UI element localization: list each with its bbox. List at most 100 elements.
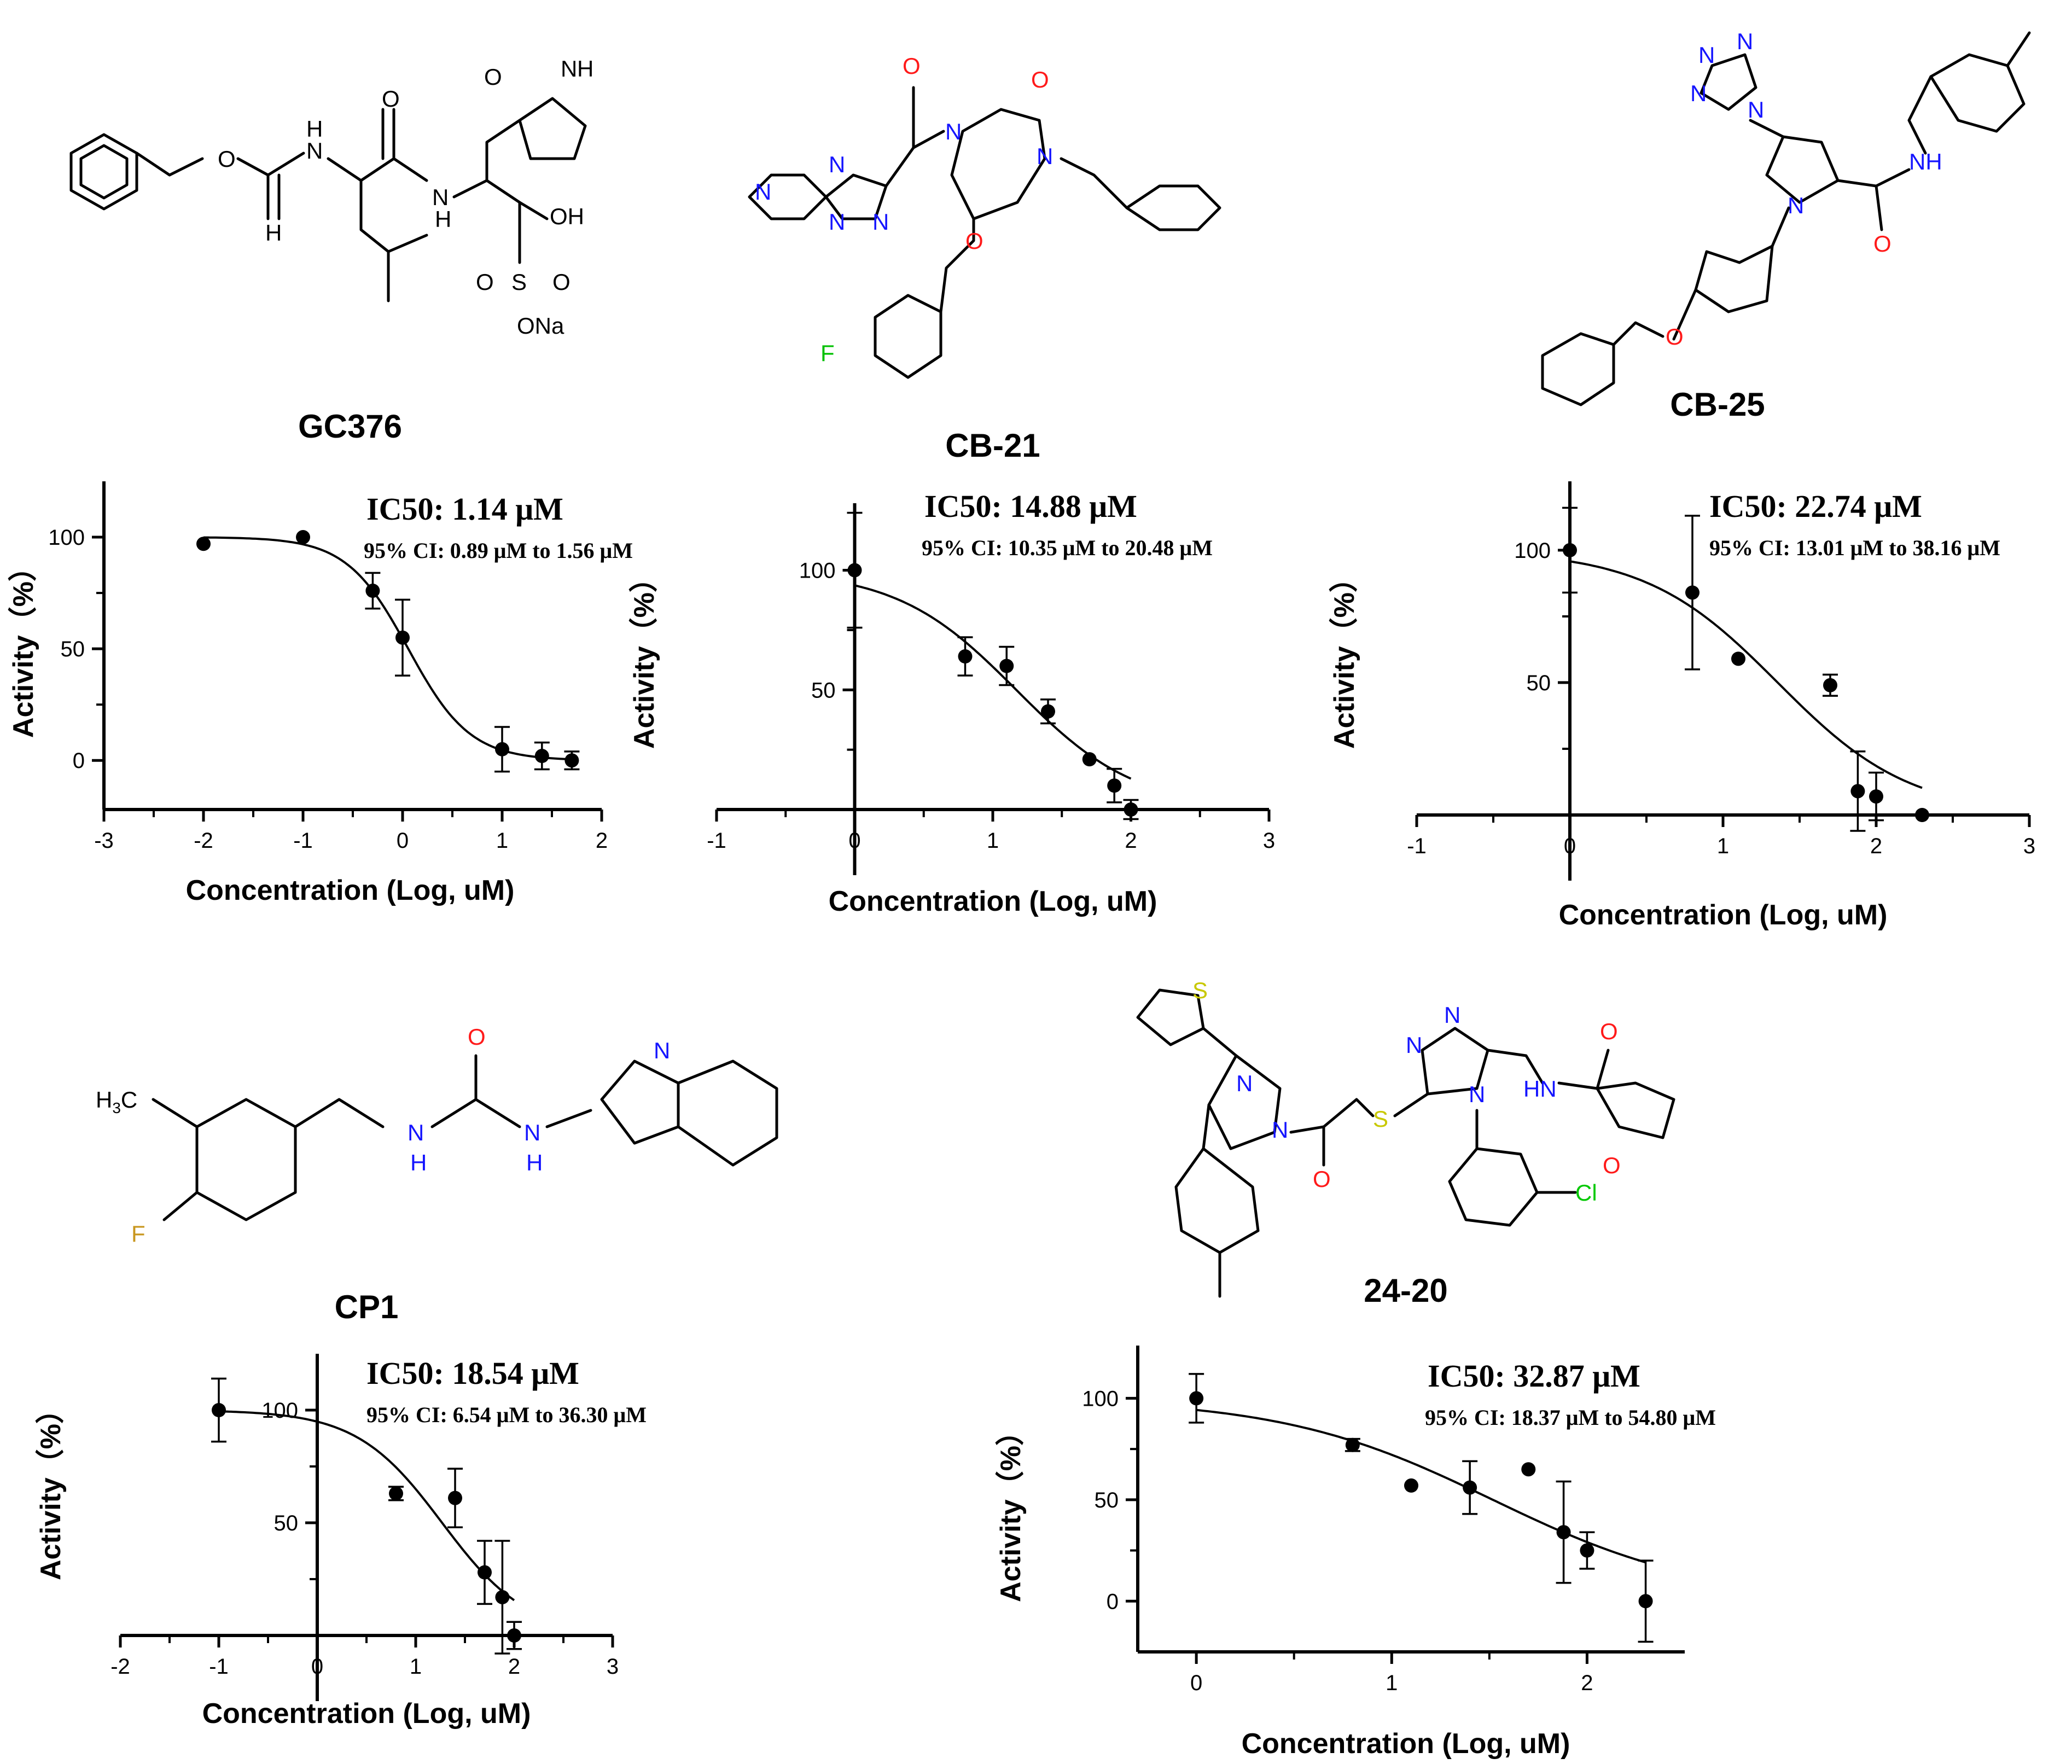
atom-n: N <box>524 1120 540 1145</box>
atom-n: N <box>654 1038 670 1063</box>
x-tick-label: 0 <box>1190 1671 1202 1695</box>
atom-n: N <box>1737 28 1753 54</box>
atom-n: N <box>1469 1081 1485 1107</box>
data-point <box>1189 1391 1204 1406</box>
chart-cb25: -1 0 1 2 3 50 100 Concentration (Log, uM) Activi… <box>1329 481 2035 931</box>
atom-n: N <box>872 209 889 235</box>
x-tick-label: 0 <box>311 1655 323 1679</box>
y-axis-label: Activity（%） <box>35 1395 67 1580</box>
data-point <box>1823 678 1837 692</box>
atom-n: N <box>1444 1002 1460 1028</box>
y-axis-label: Activity（%） <box>995 1417 1027 1602</box>
x-tick-label: 2 <box>1125 829 1137 853</box>
atom-oh: OH <box>550 203 584 229</box>
data-point <box>1556 1525 1571 1540</box>
atom-n: N <box>755 179 771 205</box>
atom-n: N <box>1690 80 1707 106</box>
x-axis-label: Concentration (Log, uM) <box>829 886 1157 917</box>
atom-o: H <box>265 220 282 246</box>
atom-s: S <box>511 269 527 295</box>
x-tick-label: -1 <box>293 829 313 853</box>
data-point <box>1107 778 1122 793</box>
fit-curve <box>1196 1408 1646 1564</box>
structure-cb21: N N N N O N O N O F <box>748 53 1221 379</box>
data-point <box>212 1403 226 1417</box>
atom-n: N <box>829 209 845 235</box>
x-tick-label: 2 <box>596 829 608 853</box>
data-point <box>1638 1594 1653 1609</box>
atom-s: S <box>1192 977 1208 1003</box>
x-tick-label: 3 <box>1263 829 1275 853</box>
atom-n: N <box>1037 143 1053 169</box>
ci-label: 95% CI: 18.37 μM to 54.80 μM <box>1425 1405 1716 1430</box>
atom-o: O <box>1031 67 1049 92</box>
x-axis-label: Concentration (Log, uM) <box>202 1698 531 1730</box>
ci-label: 95% CI: 6.54 μM to 36.30 μM <box>366 1402 647 1427</box>
atom-n: N <box>1748 97 1764 123</box>
atom-n: N <box>1698 42 1715 68</box>
x-tick-label: -1 <box>209 1655 229 1679</box>
x-axis-label: Concentration (Log, uM) <box>186 875 515 906</box>
y-tick-label: 100 <box>1082 1387 1119 1411</box>
y-tick-label: 100 <box>48 526 85 550</box>
atom-cl: Cl <box>1575 1180 1597 1206</box>
atom-h: H <box>410 1150 427 1175</box>
atom-o: O <box>468 1024 486 1050</box>
atom-o: O <box>476 269 494 295</box>
atom-o: O <box>1313 1166 1331 1192</box>
atom-o: O <box>965 228 983 254</box>
x-tick-label: 1 <box>410 1655 422 1679</box>
compound-label: 24-20 <box>1364 1272 1447 1309</box>
atom-n: N <box>561 56 577 81</box>
ic50-label: IC50: 18.54 μM <box>366 1355 579 1391</box>
atom-o: O <box>552 269 571 295</box>
x-tick-label: 1 <box>1717 834 1729 858</box>
x-tick-label: 3 <box>2023 834 2035 858</box>
data-point <box>495 1590 510 1604</box>
ic50-label: IC50: 22.74 μM <box>1709 488 1922 524</box>
fit-curve <box>218 1410 515 1602</box>
x-tick-label: 0 <box>848 829 860 853</box>
x-tick-label: -2 <box>110 1655 130 1679</box>
data-point <box>365 584 380 598</box>
data-point <box>999 659 1014 673</box>
y-tick-label: 50 <box>811 678 836 702</box>
atom-h: H <box>306 116 323 142</box>
chart-cb21: -1 0 1 2 3 50 100 Concentration (Log, uM) Activi… <box>628 488 1275 917</box>
x-tick-label: 2 <box>508 1655 520 1679</box>
y-tick-label: 50 <box>274 1511 299 1535</box>
benzene-ring <box>69 133 138 211</box>
fit-curve <box>1569 560 1923 789</box>
y-tick-label: 50 <box>1095 1488 1119 1512</box>
atom-o: O <box>1666 324 1684 350</box>
y-axis-label: Activity（%） <box>8 553 39 738</box>
x-tick-label: 3 <box>607 1655 619 1679</box>
atom-n: N <box>306 138 323 164</box>
ic50-label: IC50: 14.88 μM <box>924 488 1137 524</box>
x-tick-label: -1 <box>707 829 726 853</box>
atom-n: N <box>1272 1117 1288 1143</box>
data-point <box>1521 1462 1536 1477</box>
structure-gc376: O H H N O N H O N H OH S O O ONa <box>69 56 593 339</box>
atom-n: N <box>432 184 449 210</box>
atom-o: O <box>218 146 236 172</box>
y-axis-label: Activity（%） <box>628 564 660 749</box>
data-point <box>1041 704 1055 719</box>
ci-label: 95% CI: 10.35 μM to 20.48 μM <box>922 535 1213 560</box>
data-point <box>1463 1480 1477 1495</box>
chart-gc376: -3 -2 -1 0 1 2 0 50 100 Concentration (Log, uM) Ac… <box>8 481 633 906</box>
data-point <box>389 1486 403 1501</box>
data-point <box>564 753 579 768</box>
x-axis-label: Concentration (Log, uM) <box>1559 899 1888 931</box>
atom-o: O <box>1600 1018 1618 1044</box>
atom-n: N <box>1236 1070 1253 1096</box>
x-tick-label: 2 <box>1870 834 1882 858</box>
ic50-label: IC50: 32.87 μM <box>1428 1358 1640 1394</box>
atom-o: O <box>1603 1152 1621 1178</box>
atom-o: O <box>903 53 921 79</box>
y-tick-label: 50 <box>1527 671 1551 695</box>
atom-hn: HN <box>1523 1076 1557 1102</box>
x-tick-label: 0 <box>1564 834 1576 858</box>
data-point <box>478 1565 492 1580</box>
